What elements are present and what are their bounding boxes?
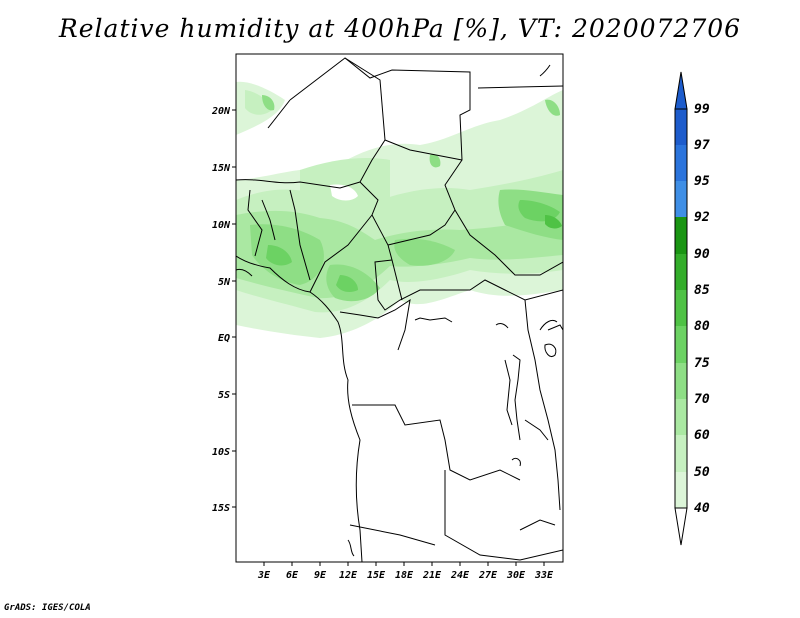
lon-tick-label: 12E — [339, 570, 358, 581]
colorbar-label: 90 — [694, 247, 710, 262]
colorbar-swatch — [675, 399, 687, 435]
lon-tick-label: 27E — [478, 570, 498, 581]
colorbar-label: 99 — [694, 102, 710, 117]
colorbar-label: 85 — [694, 283, 710, 298]
colorbar-swatch — [675, 326, 687, 363]
lat-tick-label: 15N — [212, 163, 231, 174]
colorbar-swatch — [675, 145, 687, 181]
lon-tick-label: 24E — [450, 570, 470, 581]
colorbar-label: 75 — [694, 356, 710, 371]
lon-tick-label: 18E — [395, 570, 414, 581]
lon-axis: 3E 6E 9E 12E 15E 18E 21E 24E 27E 30E 33E — [257, 562, 554, 581]
colorbar-label: 80 — [694, 319, 710, 334]
lon-tick-label: 30E — [506, 570, 526, 581]
colorbar-arrow-top — [674, 71, 688, 110]
lon-tick-label: 9E — [314, 570, 327, 581]
colorbar-label: 95 — [694, 174, 710, 189]
lat-tick-label: 5N — [218, 277, 231, 288]
colorbar-label: 97 — [694, 138, 710, 153]
colorbar-label: 50 — [694, 465, 710, 480]
colorbar-label: 40 — [694, 501, 710, 516]
lon-tick-label: 33E — [534, 570, 554, 581]
colorbar-swatch — [675, 363, 687, 399]
colorbar: 99 97 95 92 90 85 80 75 70 60 50 40 — [674, 71, 710, 546]
lon-tick-label: 15E — [367, 570, 386, 581]
colorbar-label: 92 — [694, 210, 710, 225]
colorbar-swatch — [675, 290, 687, 326]
lon-tick-label: 3E — [257, 570, 271, 581]
grads-credit: GrADS: IGES/COLA — [4, 603, 91, 613]
lon-tick-label: 21E — [422, 570, 442, 581]
colorbar-swatch — [675, 435, 687, 472]
colorbar-label: 70 — [694, 392, 710, 407]
lat-tick-label: 15S — [212, 503, 230, 514]
lon-tick-label: 6E — [286, 570, 299, 581]
colorbar-swatch — [675, 472, 687, 508]
lat-tick-label: 5S — [218, 390, 230, 401]
colorbar-swatch — [675, 254, 687, 290]
map-frame — [235, 53, 564, 563]
lat-tick-label: 10N — [212, 220, 231, 231]
lat-tick-label: 10S — [212, 447, 230, 458]
colorbar-swatch — [675, 217, 687, 254]
colorbar-swatch — [675, 109, 687, 145]
map-title: Relative humidity at 400hPa [%], VT: 202… — [58, 14, 742, 43]
colorbar-arrow-bottom — [674, 507, 688, 546]
colorbar-swatch — [675, 181, 687, 217]
humidity-shading — [236, 81, 563, 338]
country-borders — [236, 57, 563, 562]
lat-axis: 20N 15N 10N 5N EQ 5S 10S 15S — [211, 106, 236, 514]
lat-tick-label: EQ — [218, 333, 230, 344]
lat-tick-label: 20N — [211, 106, 231, 117]
colorbar-label: 60 — [694, 428, 710, 443]
